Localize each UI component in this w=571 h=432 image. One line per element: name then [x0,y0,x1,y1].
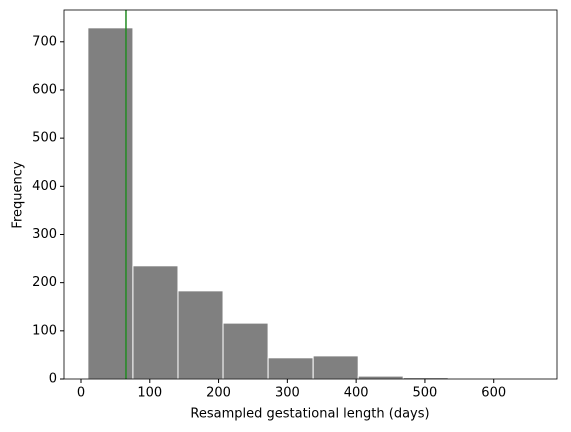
y-tick-label: 700 [32,34,57,49]
x-tick-label: 100 [137,386,162,401]
y-tick-label: 600 [32,82,57,97]
y-tick-label: 200 [32,275,57,290]
x-axis-label: Resampled gestational length (days) [190,407,429,422]
bar [312,355,359,380]
x-tick-label: 0 [77,386,85,401]
y-tick-label: 300 [32,227,57,242]
bar [222,322,269,380]
y-tick-label: 400 [32,179,57,194]
bar [177,290,224,380]
x-tick-label: 500 [413,386,438,401]
x-tick-label: 600 [481,386,506,401]
x-tick-label: 200 [206,386,231,401]
y-tick-label: 100 [32,323,57,338]
bar [357,375,404,380]
x-tick-label: 400 [344,386,369,401]
plot-frame [63,9,558,380]
x-tick-label: 300 [275,386,300,401]
bar [267,357,314,380]
y-tick-label: 0 [49,372,57,387]
bar [132,265,179,380]
y-tick-label: 500 [32,131,57,146]
y-axis-label: Frequency [11,161,26,228]
